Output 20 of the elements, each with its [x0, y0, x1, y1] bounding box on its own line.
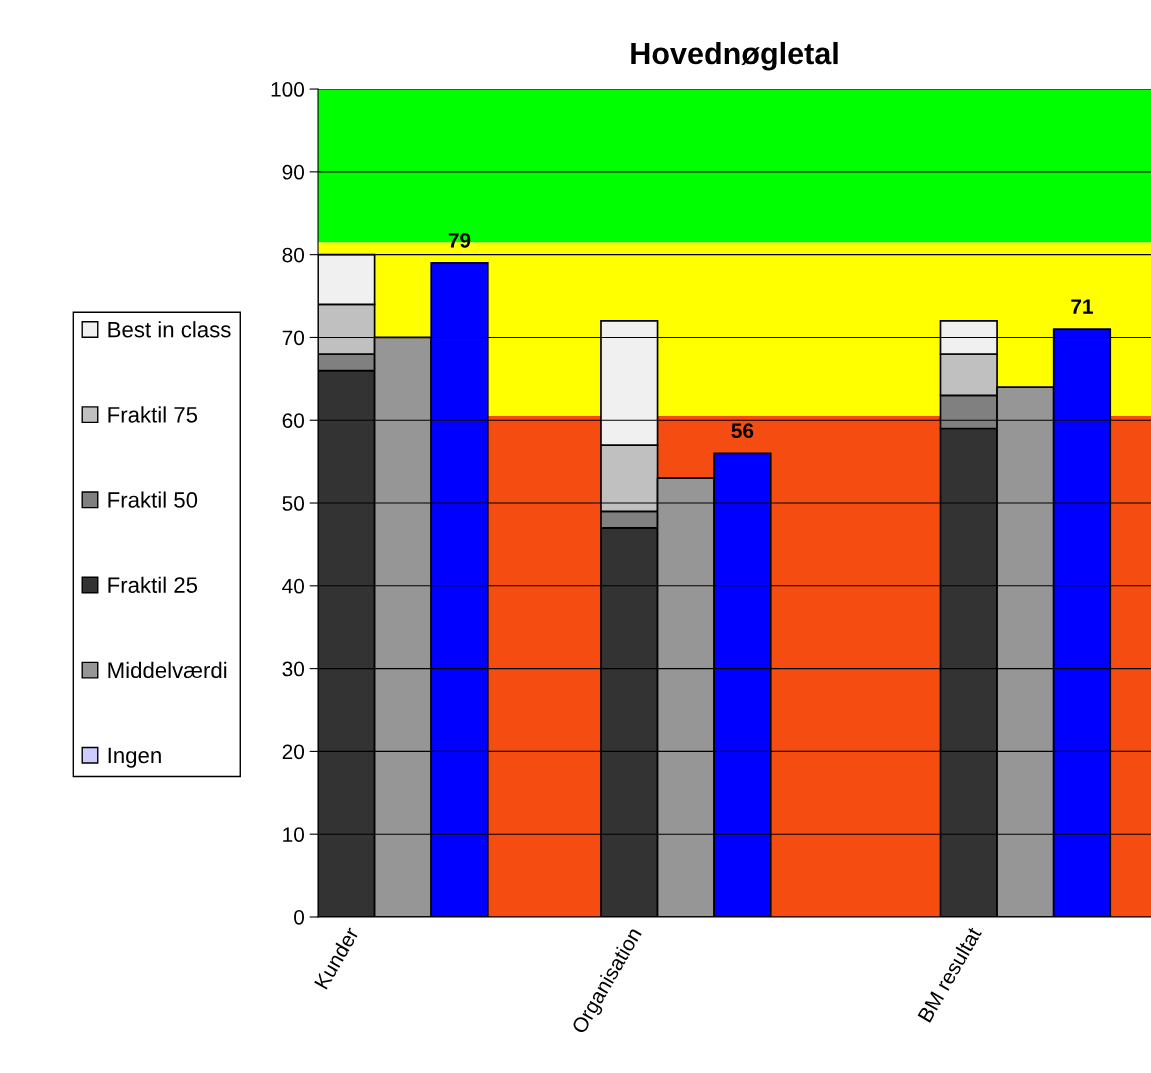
y-tick-label: 50 [282, 496, 305, 511]
data-label: 71 [1071, 299, 1093, 314]
legend-label: Fraktil 50 [108, 491, 198, 508]
y-tick-label: 90 [282, 164, 305, 180]
y-tick-label: 20 [282, 744, 305, 760]
y-tick-label: 30 [282, 661, 305, 677]
y-tick-label: 10 [283, 827, 305, 842]
y-tick-label: 70 [282, 330, 305, 346]
data-label: 56 [731, 423, 754, 439]
legend-label: Middelværdi [108, 661, 227, 679]
legend-label: Fraktil 25 [108, 576, 198, 593]
legend-label: Fraktil 75 [108, 406, 198, 423]
y-tick-label: 100 [271, 82, 305, 97]
legend-label: Best in class [108, 321, 231, 338]
y-tick-label: 0 [294, 909, 305, 925]
legend-label: Ingen [108, 747, 161, 768]
y-tick-label: 40 [282, 578, 305, 594]
y-tick-label: 60 [282, 413, 305, 428]
chart-title: Hovednøgletal [631, 41, 838, 71]
y-tick-label: 80 [282, 247, 305, 263]
